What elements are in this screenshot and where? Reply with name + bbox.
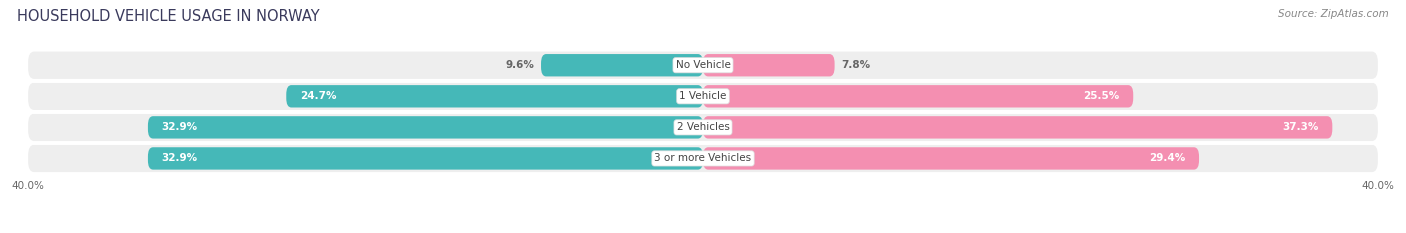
Text: 2 Vehicles: 2 Vehicles xyxy=(676,122,730,132)
Text: No Vehicle: No Vehicle xyxy=(675,60,731,70)
FancyBboxPatch shape xyxy=(148,116,703,139)
Text: 29.4%: 29.4% xyxy=(1149,154,1185,163)
FancyBboxPatch shape xyxy=(28,83,1378,110)
Text: 9.6%: 9.6% xyxy=(505,60,534,70)
FancyBboxPatch shape xyxy=(541,54,703,76)
FancyBboxPatch shape xyxy=(703,116,1333,139)
FancyBboxPatch shape xyxy=(703,54,835,76)
FancyBboxPatch shape xyxy=(28,145,1378,172)
Text: Source: ZipAtlas.com: Source: ZipAtlas.com xyxy=(1278,9,1389,19)
FancyBboxPatch shape xyxy=(28,51,1378,79)
Text: 7.8%: 7.8% xyxy=(841,60,870,70)
Text: HOUSEHOLD VEHICLE USAGE IN NORWAY: HOUSEHOLD VEHICLE USAGE IN NORWAY xyxy=(17,9,319,24)
FancyBboxPatch shape xyxy=(703,147,1199,170)
Text: 24.7%: 24.7% xyxy=(299,91,336,101)
FancyBboxPatch shape xyxy=(148,147,703,170)
Text: 32.9%: 32.9% xyxy=(162,122,197,132)
Text: 3 or more Vehicles: 3 or more Vehicles xyxy=(654,154,752,163)
FancyBboxPatch shape xyxy=(287,85,703,107)
FancyBboxPatch shape xyxy=(28,114,1378,141)
FancyBboxPatch shape xyxy=(703,85,1133,107)
Text: 25.5%: 25.5% xyxy=(1084,91,1119,101)
Text: 37.3%: 37.3% xyxy=(1282,122,1319,132)
Text: 32.9%: 32.9% xyxy=(162,154,197,163)
Text: 1 Vehicle: 1 Vehicle xyxy=(679,91,727,101)
